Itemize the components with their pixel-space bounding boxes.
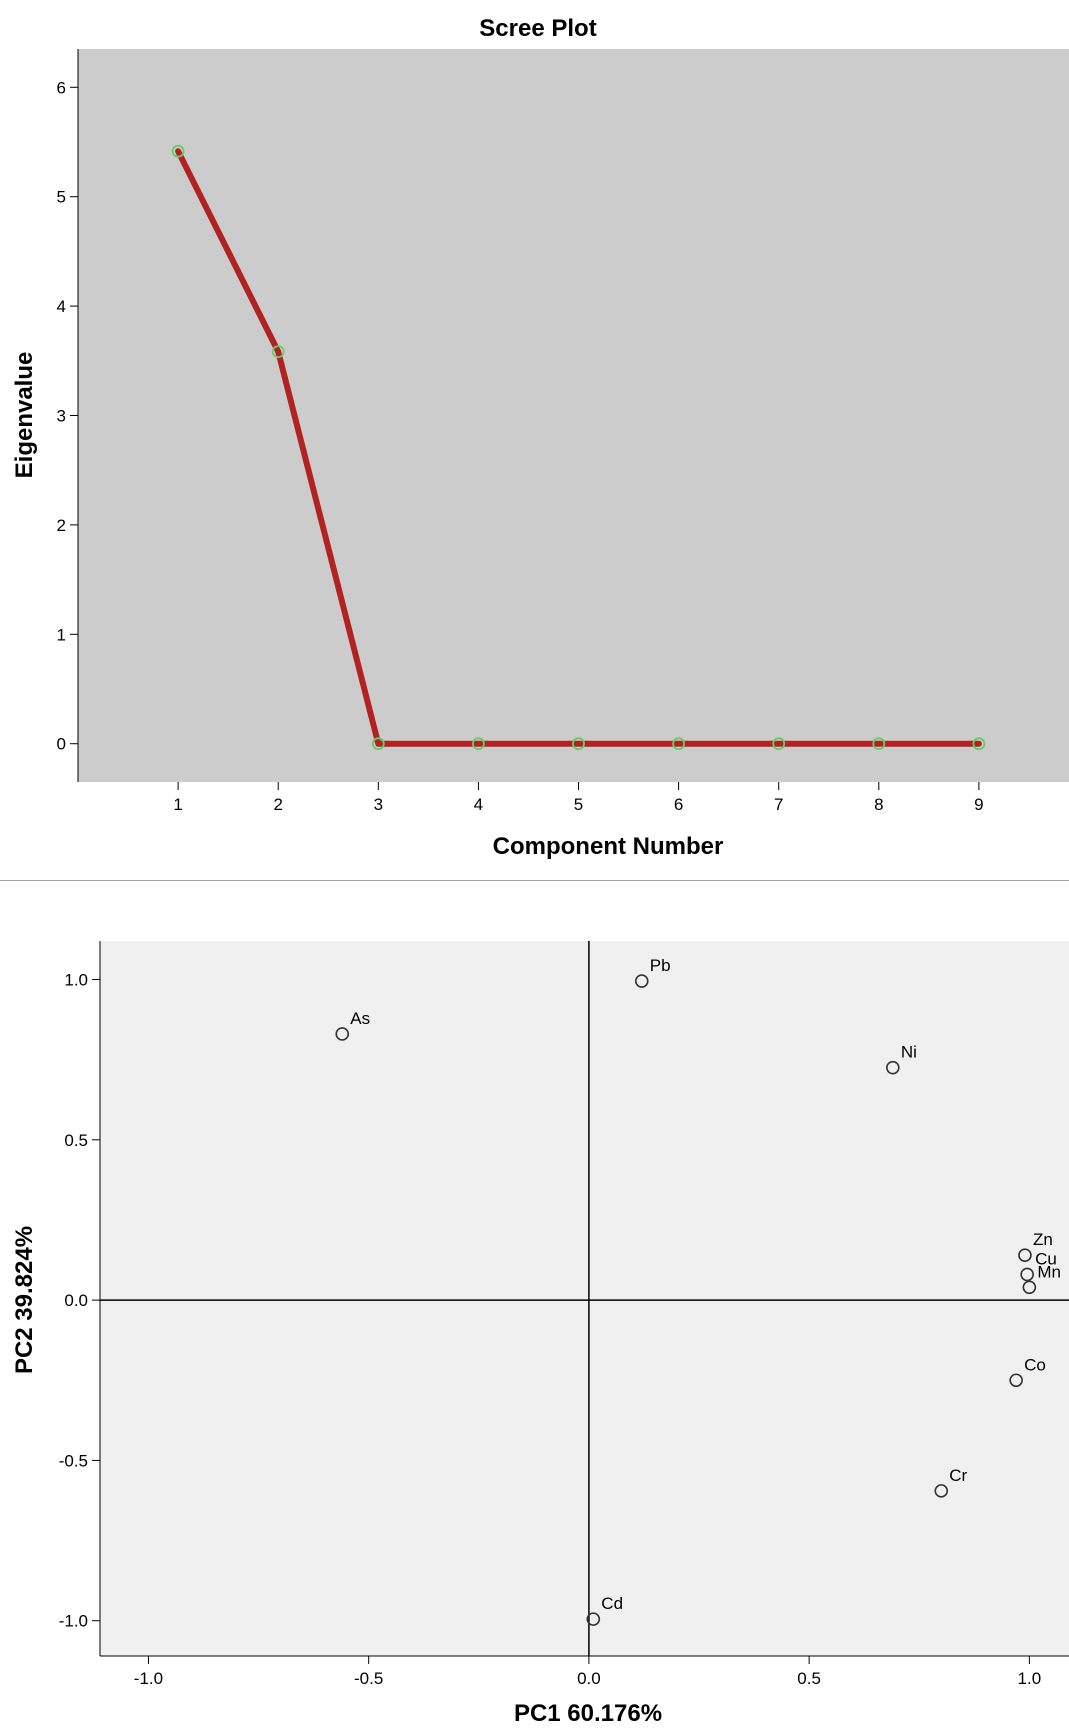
scree-y-tick-label: 6 <box>57 78 66 97</box>
loading-plot: 1.0 0.5 0.0 -0.5 -1.0 -1.0 -0.5 0.0 0.5 1.0 As Pb… <box>0 881 1069 1733</box>
scree-y-tick-label: 3 <box>57 407 66 426</box>
scree-y-tick-label: 5 <box>57 188 66 207</box>
loading-y-tick-label: -1.0 <box>59 1612 88 1631</box>
scree-x-tick-label: 2 <box>273 795 282 814</box>
scree-x-tick-label: 7 <box>774 795 783 814</box>
loading-y-tick-label: 1.0 <box>64 970 88 989</box>
scree-y-tick-label: 0 <box>57 735 66 754</box>
scree-x-tick-label: 1 <box>173 795 182 814</box>
loading-x-tick-label: 1.0 <box>1018 1669 1042 1688</box>
loading-point-label: Zn <box>1033 1230 1053 1249</box>
scree-x-tick-label: 3 <box>374 795 383 814</box>
loading-point-label: Cr <box>949 1466 967 1485</box>
scree-title: Scree Plot <box>479 15 596 42</box>
scree-x-tick-label: 5 <box>574 795 583 814</box>
scree-x-axis-title: Component Number <box>493 833 724 860</box>
loading-x-axis-title: PC1 60.176% <box>514 1700 662 1727</box>
scree-plot: Scree Plot 0 1 2 3 4 5 6 1 2 3 4 5 6 7 8 9 Component N… <box>0 0 1069 880</box>
loading-y-tick-label: -0.5 <box>59 1451 88 1470</box>
loading-point-label: Ni <box>901 1043 917 1062</box>
loading-point-label: Cd <box>601 1594 623 1613</box>
loading-y-tick-label: 0.0 <box>64 1291 88 1310</box>
loading-point-label: As <box>350 1009 370 1028</box>
scree-y-tick-label: 1 <box>57 625 66 644</box>
loading-x-tick-label: -1.0 <box>134 1669 163 1688</box>
loading-point-label: Co <box>1024 1355 1046 1374</box>
scree-y-tick-label: 2 <box>57 516 66 535</box>
scree-plot-area <box>78 49 1069 782</box>
loading-point-label: Pb <box>650 956 671 975</box>
scree-y-tick-label: 4 <box>57 297 66 316</box>
scree-x-tick-label: 6 <box>674 795 683 814</box>
loading-plot-area <box>100 941 1069 1656</box>
loading-x-tick-label: 0.0 <box>577 1669 601 1688</box>
scree-x-tick-label: 8 <box>874 795 883 814</box>
scree-y-axis-title: Eigenvalue <box>11 352 38 479</box>
scree-x-tick-label: 9 <box>974 795 983 814</box>
loading-x-tick-label: 0.5 <box>797 1669 821 1688</box>
loading-point-label: Mn <box>1037 1262 1061 1281</box>
loading-y-tick-label: 0.5 <box>64 1131 88 1150</box>
scree-x-tick-label: 4 <box>474 795 483 814</box>
loading-y-axis-title: PC2 39.824% <box>11 1226 38 1374</box>
loading-x-tick-label: -0.5 <box>354 1669 383 1688</box>
